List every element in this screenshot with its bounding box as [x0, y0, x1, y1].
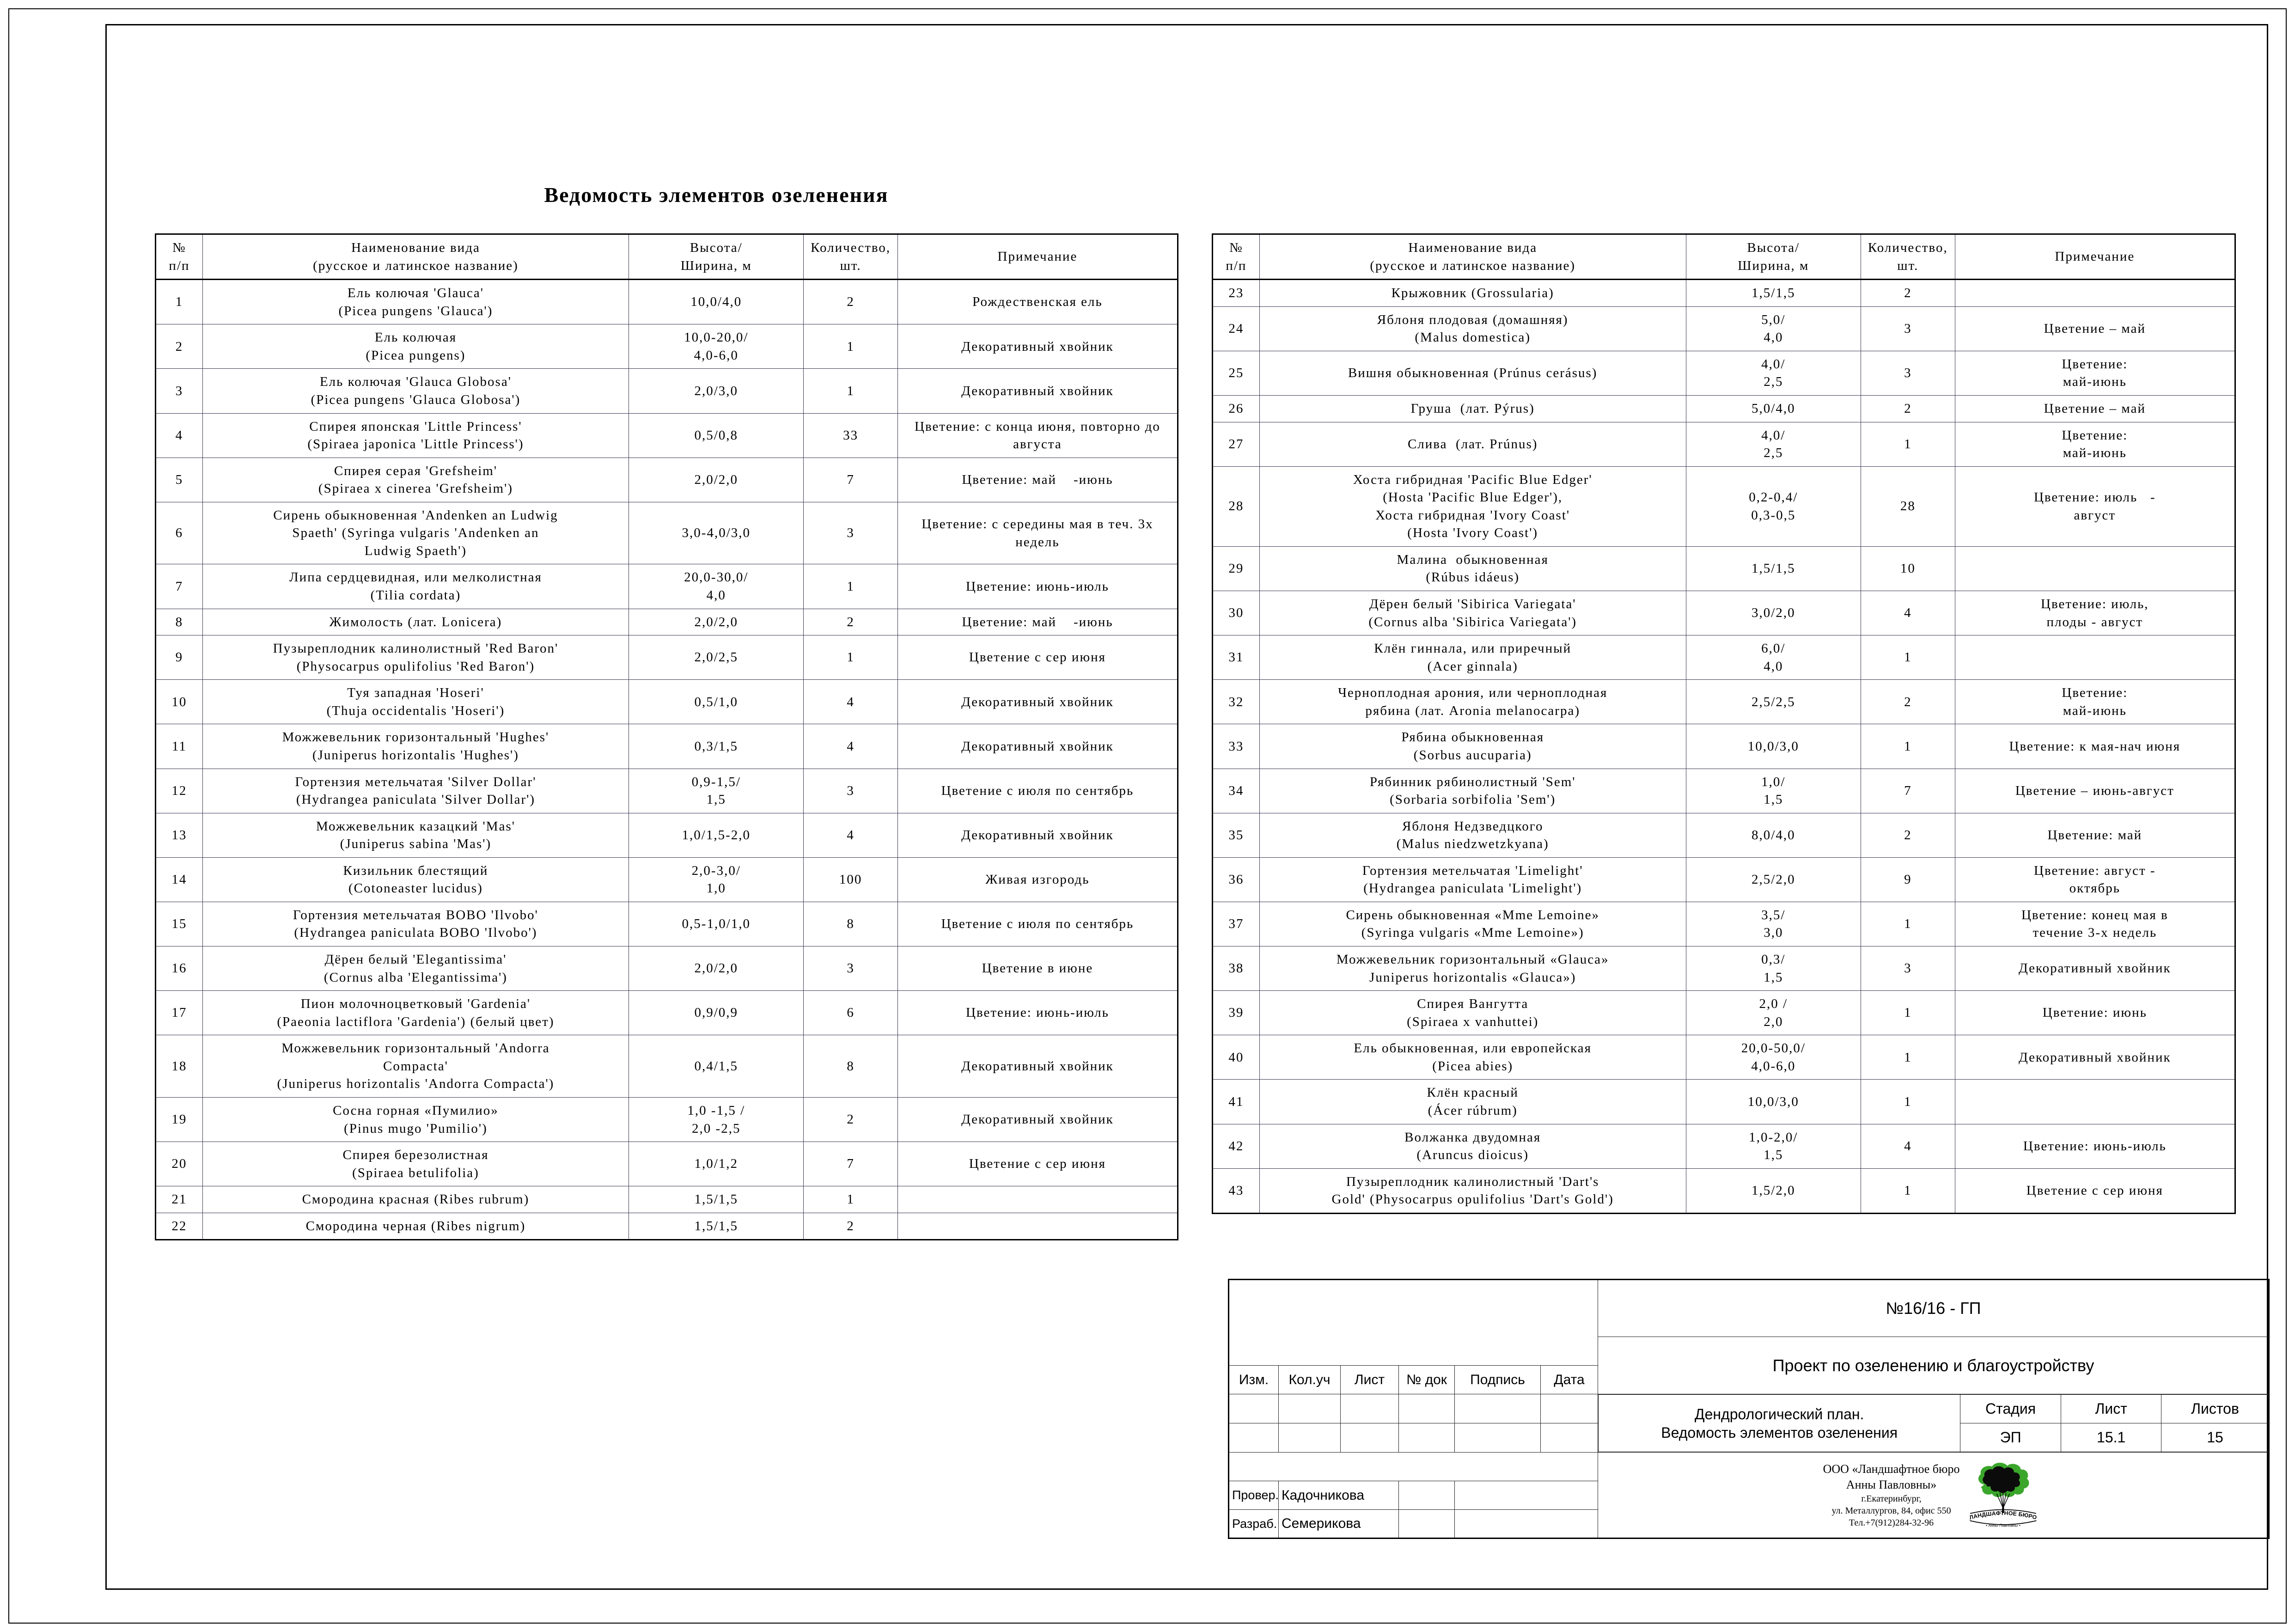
- svg-text:• Анны Павловны •: • Анны Павловны •: [1986, 1523, 2020, 1527]
